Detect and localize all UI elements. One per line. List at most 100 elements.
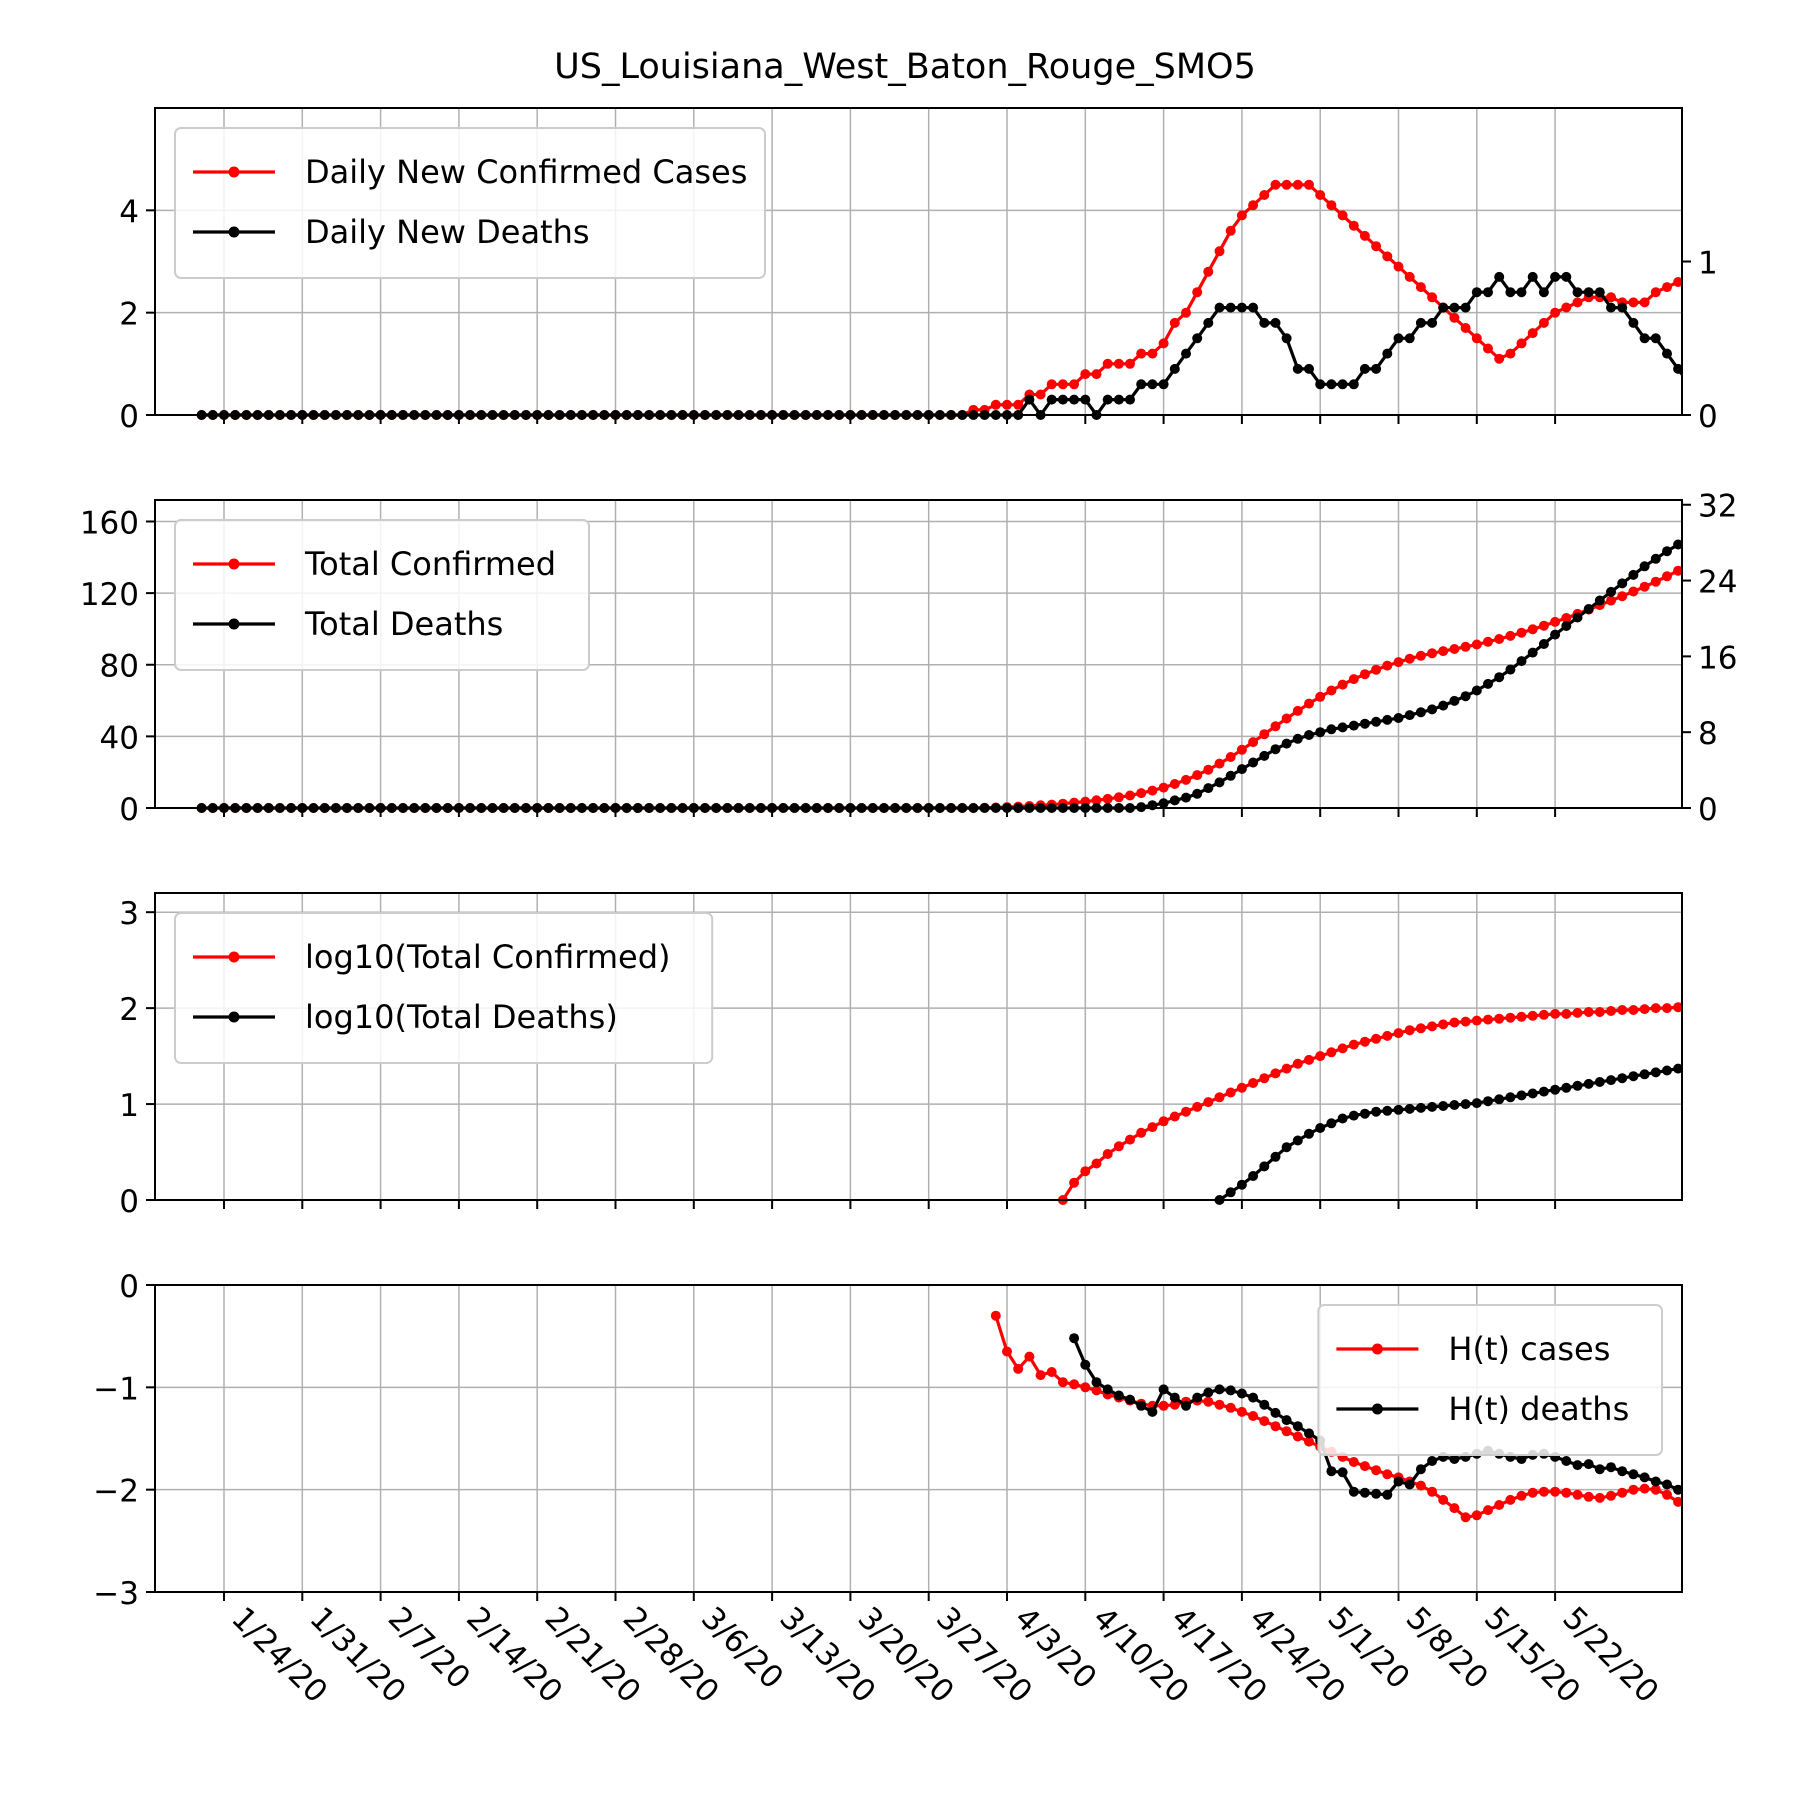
point-daily-new-confirmed-cases (1225, 225, 1236, 236)
point-daily-new-confirmed-cases (1471, 333, 1482, 344)
point-log10-total-confirmed (1169, 1111, 1180, 1122)
point-daily-new-deaths (1696, 379, 1706, 389)
point-daily-new-deaths (1046, 394, 1057, 405)
legend: log10(Total Confirmed) log10(Total Deaths… (174, 912, 714, 1064)
point-total-deaths (1471, 685, 1482, 696)
point-total-deaths (1583, 604, 1594, 614)
point-h-t-cases (990, 1310, 1001, 1321)
point-daily-new-deaths (1315, 379, 1326, 390)
point-log10-total-confirmed (1393, 1028, 1404, 1039)
point-daily-new-deaths (1281, 333, 1292, 344)
point-total-confirmed (1292, 705, 1303, 716)
point-total-confirmed (1315, 691, 1326, 702)
point-total-deaths (1214, 777, 1225, 788)
point-total-confirmed (1696, 555, 1706, 565)
point-log10-total-deaths (1449, 1100, 1460, 1110)
point-log10-total-confirmed (1181, 1106, 1191, 1117)
point-total-confirmed (1326, 685, 1337, 696)
point-daily-new-deaths (1404, 333, 1415, 344)
legend-box (174, 912, 714, 1064)
legend-box (174, 519, 590, 671)
point-log10-total-confirmed (1796, 993, 1800, 1003)
point-daily-new-confirmed-cases (1069, 379, 1080, 390)
point-log10-total-deaths (1225, 1187, 1236, 1198)
point-daily-new-confirmed-cases (1136, 348, 1147, 359)
point-log10-total-deaths (1796, 1053, 1800, 1063)
point-daily-new-confirmed-cases (1415, 282, 1426, 293)
point-log10-total-confirmed (1460, 1016, 1471, 1027)
point-daily-new-deaths (1527, 271, 1538, 282)
point-h-t-deaths (1427, 1456, 1438, 1466)
point-h-t-deaths (1281, 1415, 1292, 1426)
point-total-deaths (1696, 529, 1706, 539)
point-daily-new-deaths (1259, 317, 1270, 328)
point-log10-total-confirmed (1427, 1021, 1438, 1032)
point-total-deaths (1494, 672, 1505, 683)
point-total-confirmed (1785, 527, 1795, 537)
point-total-confirmed (1740, 537, 1750, 547)
series-line-log10-total-deaths (1218, 1066, 1682, 1202)
point-log10-total-confirmed (1696, 1001, 1706, 1011)
point-h-t-cases (1158, 1400, 1169, 1411)
point-h-t-cases (1617, 1487, 1628, 1498)
point-h-t-deaths (1583, 1459, 1594, 1470)
point-h-t-cases (1572, 1489, 1583, 1500)
point-total-confirmed (1438, 646, 1449, 657)
point-h-t-cases (1740, 1532, 1750, 1542)
point-daily-new-confirmed-cases (1684, 272, 1694, 282)
point-h-t-deaths (1091, 1377, 1102, 1388)
point-log10-total-deaths (1371, 1106, 1382, 1117)
legend-swatch-marker (228, 951, 240, 963)
point-log10-total-confirmed (1606, 1006, 1616, 1016)
point-log10-total-confirmed (1483, 1014, 1493, 1025)
point-h-t-cases (1751, 1533, 1761, 1543)
point-daily-new-deaths (1024, 394, 1035, 405)
point-daily-new-confirmed-cases (1763, 292, 1773, 302)
point-daily-new-deaths (1583, 287, 1594, 298)
point-total-deaths (1371, 716, 1382, 727)
point-total-confirmed (1236, 744, 1247, 755)
point-total-confirmed (1460, 641, 1471, 652)
point-total-confirmed (1639, 581, 1650, 592)
legend-label: H(t) deaths (1448, 1390, 1629, 1428)
point-total-confirmed (1527, 624, 1538, 635)
point-total-deaths (1639, 561, 1650, 572)
right-tick-label: 1 (1698, 246, 1718, 282)
point-daily-new-deaths (1348, 379, 1359, 390)
point-log10-total-deaths (1785, 1053, 1795, 1063)
point-total-deaths (1192, 788, 1203, 799)
point-daily-new-confirmed-cases (1483, 343, 1493, 354)
point-daily-new-confirmed-cases (1785, 318, 1795, 328)
point-total-deaths (1169, 795, 1180, 806)
legend-swatch-marker (228, 558, 240, 570)
point-h-t-cases (1449, 1503, 1460, 1514)
point-h-t-deaths (1751, 1572, 1761, 1582)
point-h-t-deaths (1292, 1421, 1303, 1432)
point-daily-new-deaths (1069, 394, 1080, 405)
point-daily-new-confirmed-cases (1718, 262, 1728, 272)
point-total-deaths (1628, 569, 1639, 580)
point-daily-new-deaths (1650, 333, 1661, 344)
point-h-t-cases (1091, 1385, 1102, 1396)
point-log10-total-confirmed (1538, 1009, 1549, 1020)
point-log10-total-confirmed (1729, 998, 1739, 1008)
point-daily-new-confirmed-cases (1147, 348, 1158, 359)
point-daily-new-deaths (1359, 363, 1370, 374)
point-total-deaths (1415, 707, 1426, 718)
point-total-confirmed (1516, 627, 1527, 638)
point-h-t-deaths (1684, 1490, 1694, 1500)
point-h-t-cases (1471, 1510, 1482, 1521)
point-daily-new-confirmed-cases (1774, 303, 1784, 313)
point-log10-total-deaths (1673, 1063, 1682, 1074)
point-total-deaths (1774, 519, 1784, 529)
point-h-t-deaths (1236, 1388, 1247, 1399)
point-total-deaths (1304, 730, 1314, 740)
point-log10-total-confirmed (1147, 1122, 1158, 1133)
point-h-t-cases (1550, 1486, 1561, 1497)
point-log10-total-deaths (1707, 1059, 1717, 1069)
point-total-confirmed (1337, 679, 1348, 690)
point-log10-total-deaths (1393, 1104, 1404, 1115)
point-daily-new-confirmed-cases (1348, 220, 1359, 231)
point-log10-total-deaths (1583, 1078, 1594, 1089)
